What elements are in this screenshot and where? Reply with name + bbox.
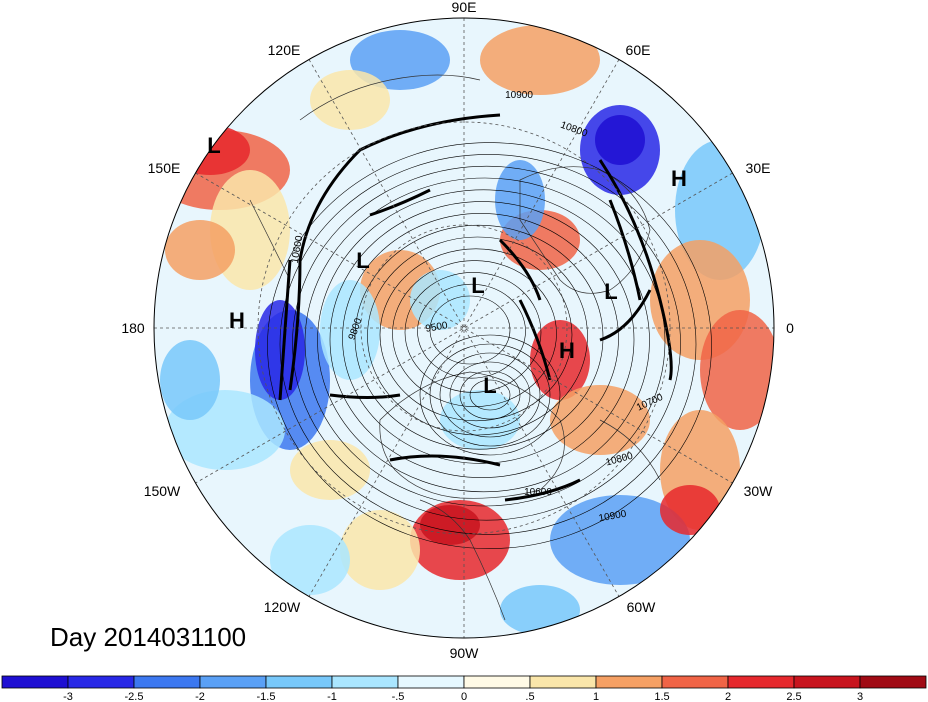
- colorbar-swatch: [859, 675, 927, 689]
- lon-label-60w: 60W: [627, 599, 657, 615]
- anomaly-shading: [154, 25, 774, 635]
- colorbar-tick-label: -2: [195, 691, 205, 702]
- lon-label-120e: 120E: [268, 42, 301, 58]
- lon-label-30e: 30E: [746, 160, 771, 176]
- coastlines: [249, 74, 661, 621]
- high-center-marker: H: [229, 308, 245, 333]
- low-center-marker: L: [604, 279, 617, 304]
- low-center-marker: L: [356, 248, 369, 273]
- jet-contours: [278, 113, 673, 502]
- colorbar-swatch: [67, 675, 135, 689]
- colorbar-swatch: [529, 675, 597, 689]
- contour-label: 10900: [505, 90, 533, 101]
- high-center-marker: H: [671, 166, 687, 191]
- colorbar-tick-label: 0: [461, 691, 467, 702]
- colorbar-tick-label: -1.5: [257, 691, 276, 702]
- contour-label: 10600: [524, 487, 552, 498]
- lon-label-0: 0: [786, 320, 794, 336]
- colorbar-tick-label: 1: [593, 691, 599, 702]
- colorbar-swatch: [727, 675, 795, 689]
- colorbar-swatch: [595, 675, 663, 689]
- colorbar-swatch: [133, 675, 201, 689]
- high-center-marker: H: [559, 338, 575, 363]
- low-center-marker: L: [471, 273, 484, 298]
- colorbar-swatch: [463, 675, 531, 689]
- colorbar-tick-label: -.5: [392, 691, 405, 702]
- longitude-labels: 90E 60E 30E 0 30W 60W 90W 120W 150W 180 …: [121, 0, 794, 661]
- colorbar-swatch: [661, 675, 729, 689]
- lon-label-120w: 120W: [264, 599, 301, 615]
- colorbar-swatch: [265, 675, 333, 689]
- colorbar-swatch: [793, 675, 861, 689]
- low-center-marker: L: [483, 373, 496, 398]
- colorbar-tick-label: 1.5: [654, 691, 669, 702]
- contour-label: 9500: [425, 320, 449, 335]
- lon-label-90w: 90W: [450, 645, 480, 661]
- pressure-centers: L H L L L L H H: [207, 133, 687, 398]
- colorbar-swatch: [331, 675, 399, 689]
- colorbar-tick-label: -3: [63, 691, 73, 702]
- colorbar-tick-label: -2.5: [125, 691, 144, 702]
- map-disk: [154, 18, 774, 638]
- contour-label: 10900: [598, 509, 628, 525]
- lon-label-60e: 60E: [626, 42, 651, 58]
- colorbar-tick-label: 2: [725, 691, 731, 702]
- colorbar-tick-label: -1: [327, 691, 337, 702]
- low-center-marker: L: [207, 133, 220, 158]
- colorbar-swatch: [1, 675, 69, 689]
- colorbar-swatch: [397, 675, 465, 689]
- lon-label-150w: 150W: [144, 483, 181, 499]
- date-label: Day 2014031100: [50, 622, 246, 652]
- map-border: [153, 17, 775, 639]
- lon-label-30w: 30W: [744, 483, 774, 499]
- lon-label-150e: 150E: [148, 160, 181, 176]
- colorbar-tick-label: 3: [857, 691, 863, 702]
- colorbar-tick-label: .5: [525, 691, 534, 702]
- lon-label-90e: 90E: [452, 0, 477, 15]
- contour-label: 10600: [290, 234, 306, 264]
- lon-label-180: 180: [121, 320, 145, 336]
- colorbar-ticks: -3 -2.5 -2 -1.5 -1 -.5 0 .5 1 1.5 2 2.5 3: [63, 691, 863, 702]
- colorbar-swatch: [199, 675, 267, 689]
- graticule: [154, 18, 774, 638]
- height-contours: [267, 142, 712, 549]
- colorbar-tick-label: 2.5: [786, 691, 801, 702]
- colorbar: [1, 675, 927, 689]
